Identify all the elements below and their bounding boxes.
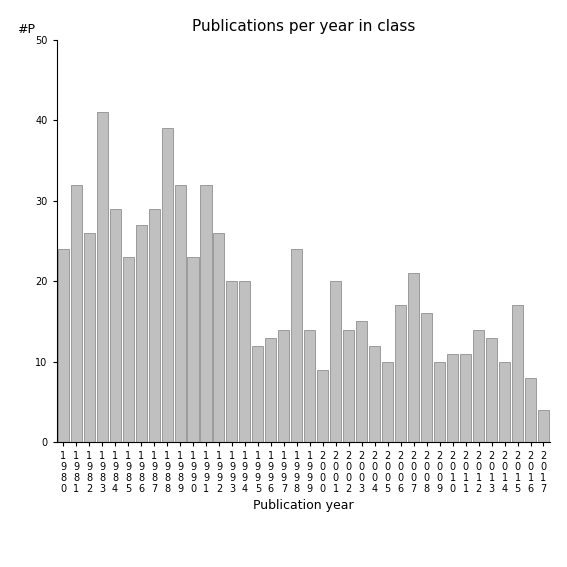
Bar <box>252 346 264 442</box>
Bar <box>226 281 238 442</box>
Bar <box>122 257 134 442</box>
Bar <box>473 329 484 442</box>
Bar <box>369 346 380 442</box>
Bar <box>84 233 95 442</box>
Bar <box>538 410 549 442</box>
Bar <box>304 329 315 442</box>
Bar <box>343 329 354 442</box>
Bar <box>71 185 82 442</box>
Bar <box>434 362 445 442</box>
Bar <box>331 281 341 442</box>
Bar <box>188 257 198 442</box>
Bar <box>265 337 276 442</box>
Bar <box>382 362 393 442</box>
Bar <box>58 249 69 442</box>
Bar <box>96 112 108 442</box>
Bar <box>109 209 121 442</box>
Title: Publications per year in class: Publications per year in class <box>192 19 415 35</box>
Bar <box>356 321 367 442</box>
Bar <box>486 337 497 442</box>
Bar <box>149 209 159 442</box>
Bar <box>460 354 471 442</box>
Bar <box>447 354 458 442</box>
Bar <box>291 249 302 442</box>
Bar <box>278 329 289 442</box>
Bar <box>421 314 432 442</box>
Text: #P: #P <box>17 23 35 36</box>
Bar <box>525 378 536 442</box>
Bar <box>162 128 172 442</box>
Bar <box>408 273 419 442</box>
Bar <box>499 362 510 442</box>
Bar <box>175 185 185 442</box>
Bar <box>512 306 523 442</box>
Bar <box>318 370 328 442</box>
Bar <box>239 281 251 442</box>
X-axis label: Publication year: Publication year <box>253 499 354 512</box>
Bar <box>201 185 211 442</box>
Bar <box>136 225 147 442</box>
Bar <box>213 233 225 442</box>
Bar <box>395 306 406 442</box>
